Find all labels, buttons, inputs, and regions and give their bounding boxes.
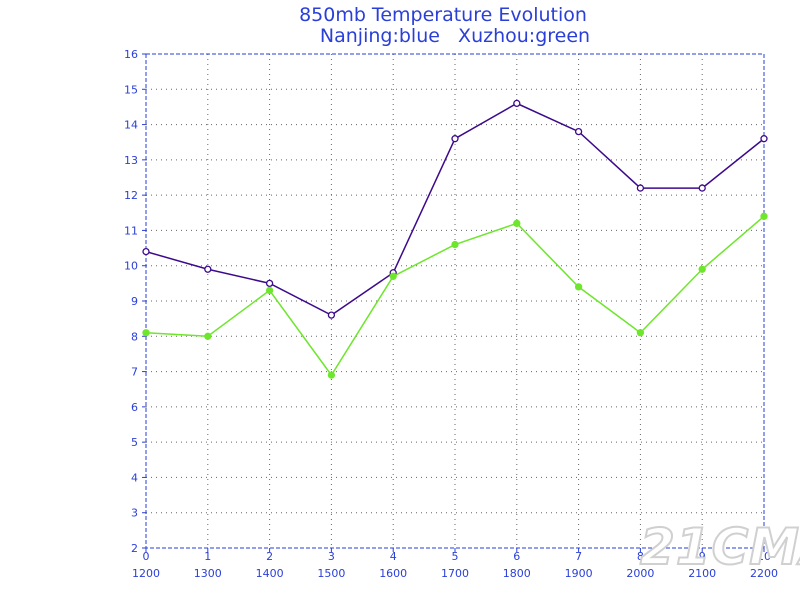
series-1-point (142, 247, 150, 256)
x-time-label: 2000 (626, 567, 654, 580)
series-2-point (760, 212, 768, 220)
x-tick-label: 1 (204, 550, 211, 563)
series-2-point (698, 265, 706, 273)
series-line-2 (145, 215, 765, 377)
x-tick-label: 6 (513, 550, 520, 563)
series-1-point (698, 184, 706, 192)
series-2-point (204, 332, 212, 340)
series-2-point (389, 272, 397, 280)
x-time-label: 1500 (317, 567, 345, 580)
series-1-point (513, 99, 521, 108)
y-tick-label: 2 (131, 542, 138, 555)
chart-subtitle: Nanjing:blue Xuzhou:green (320, 25, 590, 47)
x-time-label: 1600 (379, 567, 407, 580)
y-tick-label: 9 (131, 295, 138, 308)
grid (146, 54, 764, 548)
y-tick-label: 14 (124, 119, 138, 132)
y-tick-label: 7 (131, 366, 138, 379)
y-tick-label: 3 (131, 507, 138, 520)
x-time-label: 1800 (503, 567, 531, 580)
series-2-point (513, 219, 521, 228)
axis-ticks: 2 3 4 5 6 7 8 9 10 11 12 13 14 15 16 0 1200 1 1300 2 1400 3 15… (124, 48, 778, 580)
x-tick-label: 9 (699, 550, 706, 563)
y-tick-label: 5 (131, 436, 138, 449)
y-tick-label: 11 (124, 224, 138, 237)
x-time-label: 1900 (565, 567, 593, 580)
y-tick-label: 4 (131, 471, 138, 484)
series-2-point (327, 371, 336, 379)
x-tick-label: 10 (757, 550, 771, 563)
x-time-label: 1300 (194, 567, 222, 580)
x-tick-label: 2 (266, 550, 273, 563)
series-2-point (451, 240, 459, 249)
y-tick-label: 6 (131, 401, 138, 414)
x-time-label: 2100 (688, 567, 716, 580)
series-2-point (265, 286, 274, 295)
series-1-point (760, 135, 768, 143)
x-tick-label: 5 (452, 550, 459, 563)
x-time-label: 1700 (441, 567, 469, 580)
x-time-label: 1400 (256, 567, 284, 580)
series-1-point (636, 184, 645, 192)
x-tick-label: 3 (328, 550, 335, 563)
chart-title: 850mb Temperature Evolution (299, 4, 587, 26)
x-time-label: 2200 (750, 567, 778, 580)
y-tick-label: 13 (124, 154, 138, 167)
series-1-point (204, 265, 212, 273)
series-group (142, 99, 768, 379)
series-2-point (142, 329, 150, 337)
series-1-point (327, 311, 336, 319)
x-time-label: 1200 (132, 567, 160, 580)
watermark-logo: 21CMA (639, 517, 800, 577)
series-2-point (636, 329, 645, 337)
y-tick-label: 12 (124, 189, 138, 202)
y-tick-label: 10 (124, 260, 138, 273)
y-tick-label: 8 (131, 330, 138, 343)
x-tick-label: 8 (637, 550, 644, 563)
series-1-point (574, 127, 583, 136)
x-tick-label: 4 (390, 550, 397, 563)
series-1-point (265, 279, 274, 288)
x-tick-label: 7 (575, 550, 582, 563)
series-2-point (574, 283, 583, 291)
x-tick-label: 0 (143, 550, 150, 563)
y-tick-label: 16 (124, 48, 138, 61)
y-tick-label: 15 (124, 83, 138, 96)
series-1-point (451, 135, 459, 143)
